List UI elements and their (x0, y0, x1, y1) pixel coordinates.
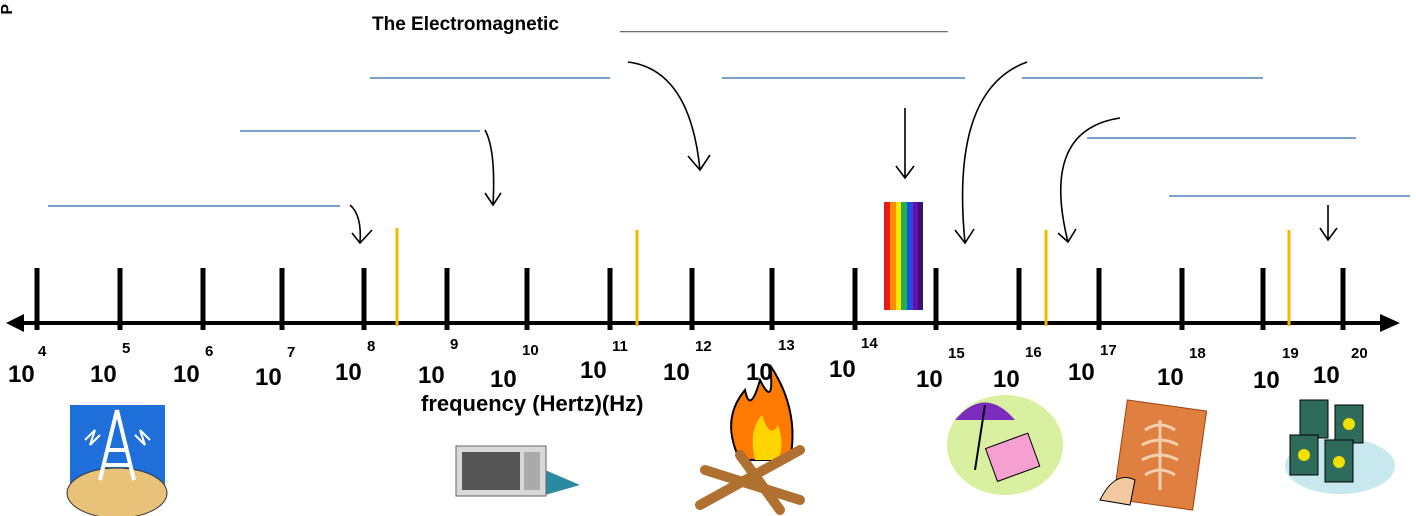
axis-arrow-left (6, 314, 24, 332)
tick-exponent: 9 (450, 336, 458, 353)
rainbow-band (913, 202, 918, 310)
beach-icon (947, 395, 1063, 495)
corner-text: P (0, 4, 16, 15)
visible-spectrum (884, 202, 923, 310)
tick-exponent: 17 (1100, 342, 1117, 359)
rainbow-band (901, 202, 907, 310)
arrow (349, 204, 373, 245)
tick-base: 10 (90, 361, 117, 388)
xray-icon (1099, 399, 1208, 511)
radio-tower-icon (66, 405, 168, 516)
tick-exponent: 16 (1025, 344, 1042, 361)
tick-base: 10 (580, 357, 607, 384)
tick-base: 10 (1157, 364, 1184, 391)
rainbow-band (896, 202, 901, 310)
axis-label: frequency (Hertz)(Hz) (421, 391, 643, 416)
tick-exponent: 10 (522, 342, 539, 359)
tick-base: 10 (173, 361, 200, 388)
tick-base: 10 (490, 366, 517, 393)
tick-base: 10 (1313, 362, 1340, 389)
tick-exponent: 4 (38, 343, 47, 360)
rainbow-band (918, 202, 923, 310)
tick-exponent: 20 (1351, 345, 1368, 362)
tick-base: 10 (8, 361, 35, 388)
tick-exponent: 7 (287, 344, 295, 361)
tick-base: 10 (993, 366, 1020, 393)
tick-base: 10 (335, 359, 362, 386)
pointer-arrows (349, 61, 1338, 245)
microwave-icon (455, 445, 580, 497)
tick-base: 10 (916, 366, 943, 393)
tick-exponent: 13 (778, 337, 795, 354)
arrow (484, 129, 502, 207)
rainbow-band (884, 202, 890, 310)
tick-exponent: 8 (367, 338, 375, 355)
arrow (1057, 117, 1121, 244)
title-blank: _______________________________ (619, 14, 948, 35)
tick-exponent: 15 (948, 345, 965, 362)
tick-base: 10 (255, 364, 282, 391)
arrow (954, 61, 1028, 245)
tick-base: 10 (1068, 359, 1095, 386)
tick-base: 10 (418, 362, 445, 389)
arrow (627, 61, 711, 172)
barrels-icon (1285, 399, 1395, 494)
tick-base: 10 (663, 359, 690, 386)
tick-exponent: 14 (861, 335, 878, 352)
arrow (1319, 205, 1338, 242)
rainbow-band (890, 202, 896, 310)
tick-exponent: 5 (122, 340, 130, 357)
arrow (895, 108, 915, 180)
spectrum-axis (6, 202, 1400, 332)
tick-base: 10 (1253, 367, 1280, 394)
rainbow-band (907, 202, 913, 310)
icons (66, 364, 1395, 516)
tick-exponent: 11 (612, 338, 628, 355)
tick-base: 10 (829, 356, 856, 383)
tick-exponent: 12 (695, 338, 712, 355)
tick-exponent: 6 (205, 343, 213, 360)
title: The Electromagnetic (372, 14, 559, 35)
tick-base: 10 (746, 359, 773, 386)
campfire-icon (695, 364, 805, 515)
tick-exponent: 19 (1282, 345, 1299, 362)
axis-arrow-right (1380, 314, 1400, 332)
tick-exponent: 18 (1189, 345, 1206, 362)
answer-blanks (48, 77, 1410, 207)
